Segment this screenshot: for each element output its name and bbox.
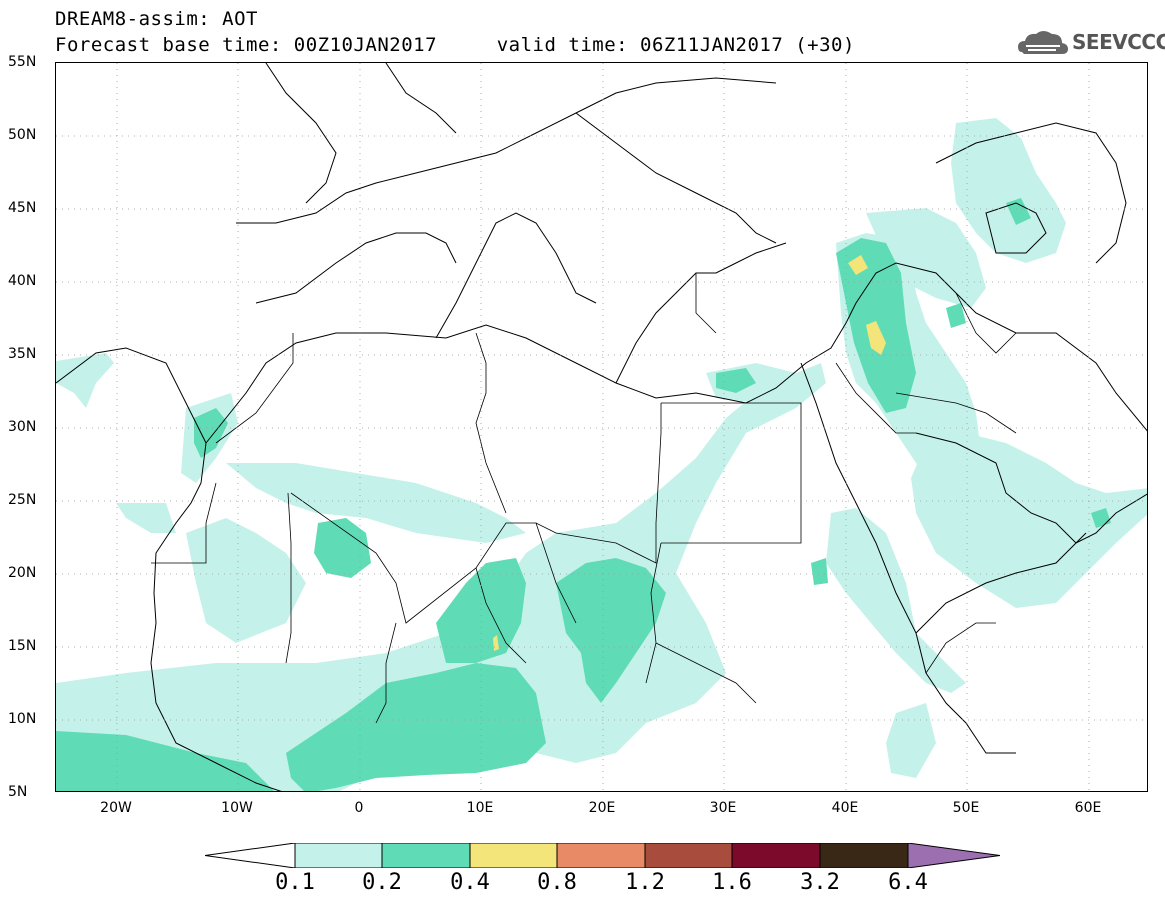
lat-label-40n: 40N [8,273,37,289]
lat-label-35n: 35N [8,346,37,362]
lat-label-45n: 45N [8,200,37,216]
lat-label-20n: 20N [8,565,37,581]
lon-label-10w: 10W [221,800,253,816]
lat-label-10n: 10N [8,711,37,727]
colorbar-bin-6 [731,843,821,868]
colorbar-bin-4 [556,843,646,868]
map-area [55,62,1148,792]
aot-mid-shading [56,198,1111,791]
colorbar-label-3: 0.8 [537,870,577,895]
lon-label-0: 0 [354,800,364,816]
logo-text: SEEVCCC [1072,30,1165,54]
aot-high-shading [493,255,886,651]
colorbar-lower-triangle [205,843,296,868]
lat-label-50n: 50N [8,127,37,143]
lon-label-30e: 30E [709,800,737,816]
chart-title: DREAM8-assim: AOT [55,8,258,30]
colorbar-bin-7 [819,843,909,868]
lon-label-40e: 40E [831,800,859,816]
lon-label-10e: 10E [466,800,494,816]
lat-label-15n: 15N [8,638,37,654]
lon-label-20w: 20W [100,800,132,816]
lat-label-25n: 25N [8,492,37,508]
colorbar-bin-5 [644,843,733,868]
map-canvas [56,63,1147,791]
lat-label-55n: 55N [8,54,37,70]
forecast-time-line: Forecast base time: 00Z10JAN2017 valid t… [55,34,855,56]
colorbar-label-4: 1.2 [625,870,665,895]
lat-label-30n: 30N [8,419,37,435]
colorbar-label-6: 3.2 [800,870,840,895]
colorbar-label-7: 6.4 [888,870,928,895]
lon-label-50e: 50E [952,800,980,816]
colorbar-bin-3 [469,843,558,868]
graticule [56,63,1147,791]
colorbar [205,843,1000,868]
aot-low-shading [56,118,1147,791]
lon-label-60e: 60E [1074,800,1102,816]
lat-label-5n: 5N [8,784,28,800]
colorbar-bin-2 [381,843,471,868]
colorbar-label-2: 0.4 [450,870,490,895]
colorbar-label-0: 0.1 [275,870,315,895]
colorbar-label-1: 0.2 [362,870,402,895]
coastlines [56,63,1147,791]
lon-label-20e: 20E [588,800,616,816]
cloud-logo-icon [1018,31,1068,54]
colorbar-bin-1 [294,843,383,868]
colorbar-upper-triangle [907,843,1000,868]
colorbar-label-5: 1.6 [712,870,752,895]
country-borders [151,273,1017,724]
